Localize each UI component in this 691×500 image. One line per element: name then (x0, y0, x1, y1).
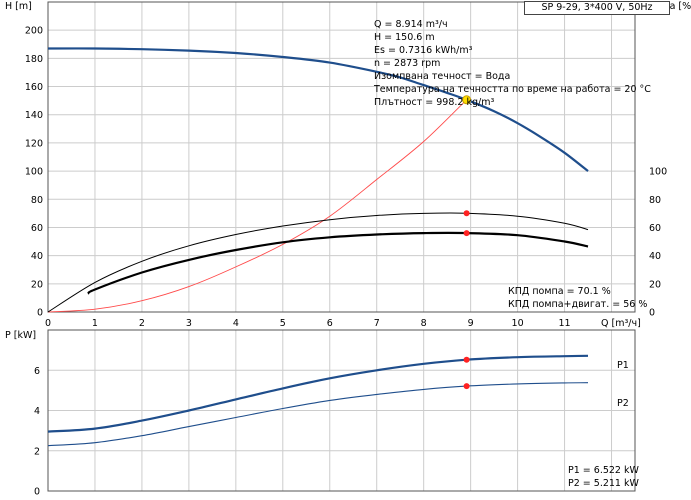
h-tick-label: 120 (25, 138, 43, 149)
x-tick-label: 0 (45, 318, 51, 329)
eta-axis-label: eta [%] (660, 1, 691, 12)
tick-labels: 0 1 2 3 4 5 6 7 8 9 10 1102040608010012014016018020… (25, 26, 667, 498)
p-tick-label: 2 (34, 446, 40, 457)
p-axis-label: P [kW] (5, 330, 36, 341)
pump-efficiency-note: КПД помпа = 70.1 % (508, 286, 611, 297)
duty-point-head (462, 95, 472, 105)
info-block: Q = 8.914 m³/ч H = 150.6 m Es = 0.7316 k… (373, 19, 651, 108)
p-tick-label: 0 (34, 487, 40, 498)
eta-tick-label: 100 (649, 167, 667, 178)
duty-point-pump-efficiency (463, 210, 470, 217)
info-speed: n = 2873 rpm (374, 58, 440, 69)
h-tick-label: 60 (31, 223, 43, 234)
x-tick-label: 11 (559, 318, 571, 329)
p-tick-label: 4 (34, 406, 40, 417)
eta-tick-label: 80 (649, 195, 661, 206)
duty-point-p2 (463, 383, 470, 390)
x-tick-label: 1 (92, 318, 98, 329)
h-tick-label: 80 (31, 195, 43, 206)
x-tick-label: 7 (374, 318, 380, 329)
axes (47, 1, 636, 492)
h-tick-label: 40 (31, 251, 43, 262)
p1-curve (47, 354, 589, 433)
h-tick-label: 180 (25, 54, 43, 65)
curves (47, 47, 589, 447)
info-density: Плътност = 998.2 kg/m³ (374, 97, 494, 108)
pump-efficiency-curve (47, 212, 589, 313)
total-efficiency-note: КПД помпа+двигат. = 56 % (508, 299, 647, 310)
total-efficiency-curve (87, 231, 589, 295)
eta-tick-label: 40 (649, 251, 661, 262)
p2-curve (47, 382, 589, 447)
info-head: H = 150.6 m (374, 32, 435, 43)
x-tick-label: 5 (280, 318, 286, 329)
duty-points (462, 95, 472, 390)
h-tick-label: 200 (25, 26, 43, 37)
x-tick-label: 10 (512, 318, 524, 329)
duty-point-p1 (463, 356, 470, 363)
info-liquid: Изомпвана течност = Вода (374, 71, 510, 82)
x-tick-label: 6 (327, 318, 333, 329)
p2-value-note: P2 = 5.211 kW (568, 478, 639, 489)
h-tick-label: 20 (31, 279, 43, 290)
eta-tick-label: 20 (649, 279, 661, 290)
p-tick-label: 6 (34, 366, 40, 377)
upper-plot-frame (47, 1, 636, 313)
duty-point-total-efficiency (463, 230, 470, 237)
x-tick-label: 4 (233, 318, 239, 329)
lower-grid (47, 329, 635, 492)
q-axis-label: Q [m³/ч] (601, 318, 641, 329)
h-tick-label: 140 (25, 110, 43, 121)
info-energy: Es = 0.7316 kWh/m³ (374, 45, 473, 56)
info-temperature: Температура на течността по време на раб… (373, 84, 651, 95)
h-tick-label: 100 (25, 167, 43, 178)
model-label: SP 9-29, 3*400 V, 50Hz (524, 1, 670, 15)
eta-tick-label: 60 (649, 223, 661, 234)
head-curve (47, 47, 589, 172)
info-flow: Q = 8.914 m³/ч (374, 19, 448, 30)
p1-series-label: P1 (617, 360, 629, 371)
lower-plot-frame (47, 329, 636, 492)
x-tick-label: 9 (468, 318, 474, 329)
x-tick-label: 3 (186, 318, 192, 329)
h-axis-label: H [m] (5, 1, 32, 12)
x-tick-label: 2 (139, 318, 145, 329)
p2-series-label: P2 (617, 398, 629, 409)
p1-value-note: P1 = 6.522 kW (568, 465, 639, 476)
x-tick-label: 8 (421, 318, 427, 329)
h-tick-label: 0 (37, 308, 43, 319)
eta-tick-label: 0 (649, 308, 655, 319)
system-curve (47, 99, 467, 313)
h-tick-label: 160 (25, 82, 43, 93)
